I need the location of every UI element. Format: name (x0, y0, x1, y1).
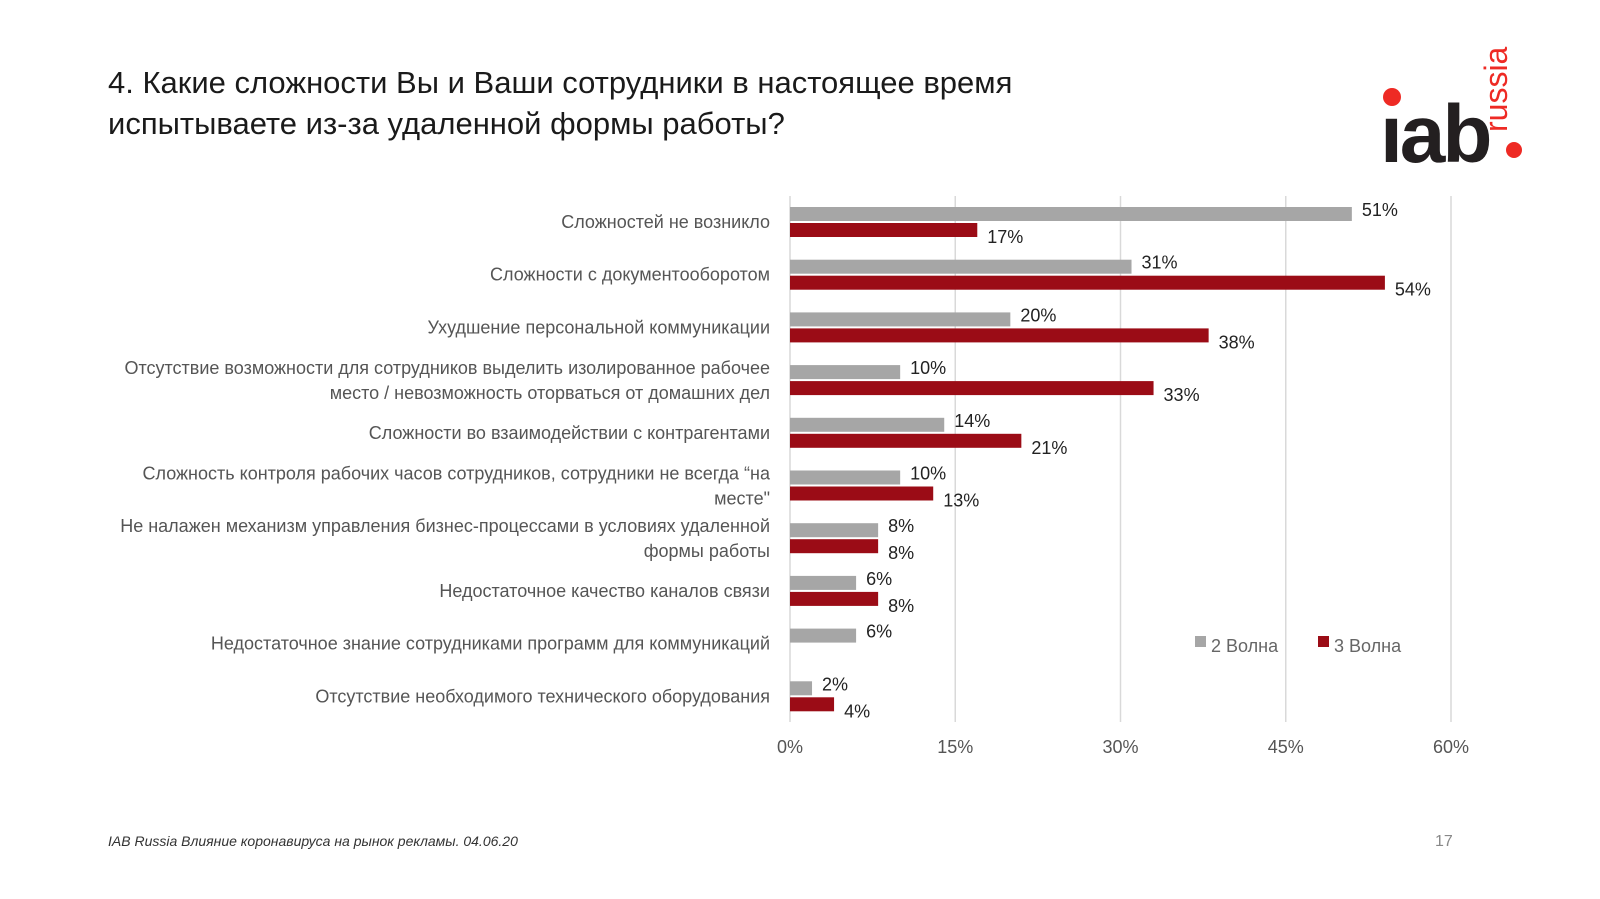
bar-wave3 (790, 275, 1385, 290)
bar-wave3 (790, 539, 879, 554)
category-label: Сложность контроля рабочих часов сотрудн… (143, 464, 771, 484)
data-label: 54% (1395, 280, 1431, 300)
data-label: 20% (1020, 305, 1056, 325)
title-line-1: 4. Какие сложности Вы и Ваши сотрудники … (108, 65, 1013, 100)
category-label: месте" (714, 489, 770, 509)
bar-wave2 (790, 628, 857, 643)
bar-wave2 (790, 470, 901, 485)
bar-wave3 (790, 697, 835, 712)
x-tick-label: 15% (937, 737, 973, 757)
footer-source: IAB Russia Влияние коронавируса на рынок… (108, 833, 518, 849)
data-label: 2% (822, 674, 848, 694)
bar-wave3 (790, 486, 934, 501)
x-tick-label: 45% (1268, 737, 1304, 757)
bar-wave2 (790, 523, 879, 538)
data-label: 10% (910, 358, 946, 378)
bar-wave3 (790, 591, 879, 606)
category-label: Недостаточное знание сотрудниками програ… (211, 634, 770, 654)
logo-dot (1383, 88, 1401, 106)
title-line-2: испытываете из-за удаленной формы работы… (108, 106, 785, 141)
category-label: Отсутствие возможности для сотрудников в… (124, 358, 770, 378)
iab-russia-logo: ıab russia (1376, 36, 1536, 176)
category-label: Сложностей не возникло (561, 212, 770, 232)
category-label: Сложности с документооборотом (490, 265, 770, 285)
x-tick-label: 60% (1433, 737, 1469, 757)
legend-swatch-wave2 (1195, 636, 1206, 647)
data-label: 14% (954, 411, 990, 431)
data-label: 33% (1164, 385, 1200, 405)
category-label: Сложности во взаимодействии с контрагент… (369, 423, 770, 443)
data-label: 38% (1219, 332, 1255, 352)
bar-wave2 (790, 312, 1011, 327)
data-label: 8% (888, 543, 914, 563)
data-label: 17% (987, 227, 1023, 247)
category-label: Отсутствие необходимого технического обо… (315, 686, 770, 706)
category-label: Недостаточное качество каналов связи (439, 581, 770, 601)
data-label: 8% (888, 596, 914, 616)
bar-wave3 (790, 328, 1209, 343)
bar-wave2 (790, 417, 945, 432)
category-label: Не налажен механизм управления бизнес-пр… (120, 516, 770, 536)
bar-wave2 (790, 681, 813, 696)
x-tick-label: 30% (1102, 737, 1138, 757)
bar-wave3 (790, 433, 1022, 448)
data-label: 13% (943, 491, 979, 511)
x-tick-label: 0% (777, 737, 803, 757)
page-number: 17 (1435, 833, 1453, 850)
bar-wave3 (790, 223, 978, 237)
logo-red-dot (1506, 142, 1522, 158)
logo-iab-text: ıab (1380, 89, 1492, 180)
category-label: место / невозможность оторваться от дома… (330, 383, 770, 403)
category-label: формы работы (644, 541, 770, 561)
data-label: 8% (888, 516, 914, 536)
bar-wave2 (790, 575, 857, 590)
data-label: 6% (866, 622, 892, 642)
data-label: 10% (910, 464, 946, 484)
bar-wave3 (790, 381, 1154, 396)
legend-swatch-wave3 (1318, 636, 1329, 647)
page-title: 4. Какие сложности Вы и Ваши сотрудники … (108, 62, 1012, 144)
category-label: Ухудшение персональной коммуникации (427, 317, 770, 337)
data-label: 31% (1142, 253, 1178, 273)
data-label: 21% (1031, 438, 1067, 458)
data-label: 4% (844, 701, 870, 721)
bar-wave2 (790, 207, 1352, 221)
data-label: 6% (866, 569, 892, 589)
data-label: 51% (1362, 200, 1398, 220)
bar-wave2 (790, 365, 901, 380)
legend-label-wave2: 2 Волна (1211, 636, 1279, 656)
legend-label-wave3: 3 Волна (1334, 636, 1402, 656)
bar-wave2 (790, 259, 1132, 274)
